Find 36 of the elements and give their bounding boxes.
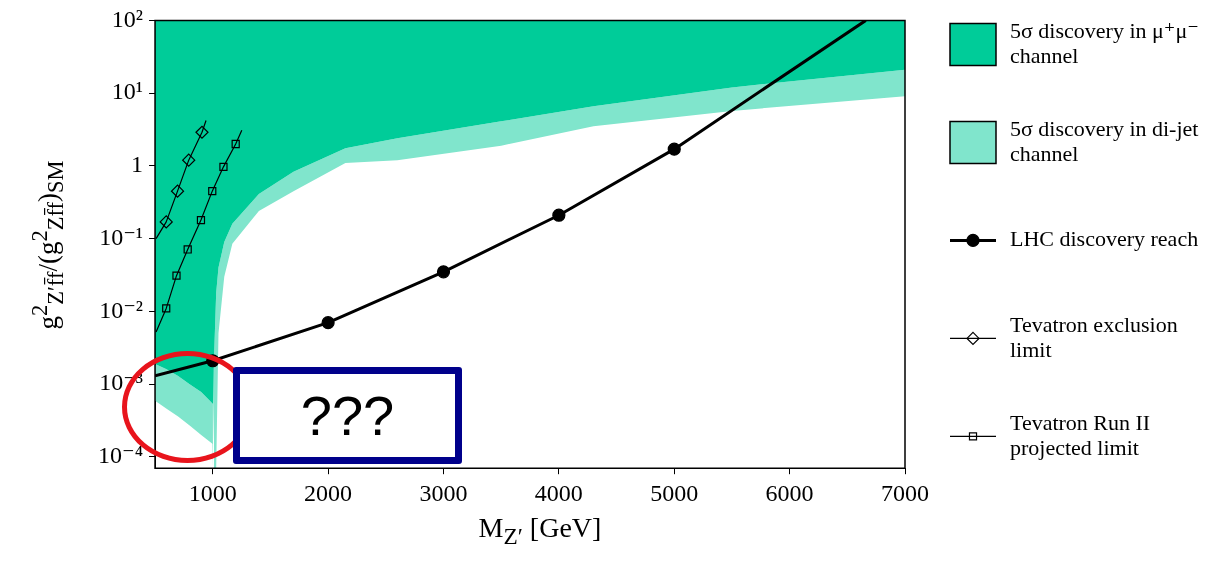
y-tick-label: 10⁻²: [99, 296, 144, 323]
point: [172, 271, 181, 280]
point: [208, 187, 217, 196]
point: [170, 184, 185, 198]
legend-label: Tevatron exclusion limit: [1010, 311, 1178, 362]
y-tick-label: 10¹: [111, 78, 144, 105]
x-tick-label: 5000: [650, 479, 699, 506]
point: [182, 153, 196, 167]
point: [195, 125, 209, 139]
y-tick-label: 10⁻⁴: [97, 442, 144, 469]
point: [321, 316, 335, 330]
point: [667, 142, 681, 156]
x-tick-label: 6000: [765, 479, 814, 506]
x-axis-title: M$_{Z′}$ [GeV]: [477, 512, 603, 550]
point: [436, 265, 451, 279]
annotation: ???: [300, 383, 395, 448]
x-tick-label: 3000: [419, 479, 468, 506]
point: [552, 208, 566, 222]
point: [196, 215, 206, 225]
point: [219, 162, 228, 172]
y-tick-label: 10⁻¹: [99, 223, 144, 250]
legend-label: 5σ discovery in μ⁺μ⁻ channel: [1010, 17, 1199, 68]
rectangle-outline: ???: [233, 367, 462, 464]
y-tick-label: 1: [131, 151, 144, 178]
point: [183, 245, 192, 254]
point: [162, 304, 171, 313]
legend-label: Tevatron Run II projected limit: [1010, 409, 1151, 460]
x-tick-label: 2000: [304, 479, 353, 506]
point: [159, 215, 173, 229]
legend-label: LHC discovery reach: [1010, 226, 1199, 252]
y-tick-label: 10²: [111, 5, 144, 32]
x-tick-label: 1000: [188, 479, 237, 506]
legend-label: 5σ discovery in di-jet channel: [1010, 115, 1199, 166]
x-tick-label: 7000: [881, 479, 929, 506]
point: [231, 139, 240, 149]
x-tick-label: 4000: [534, 479, 583, 506]
